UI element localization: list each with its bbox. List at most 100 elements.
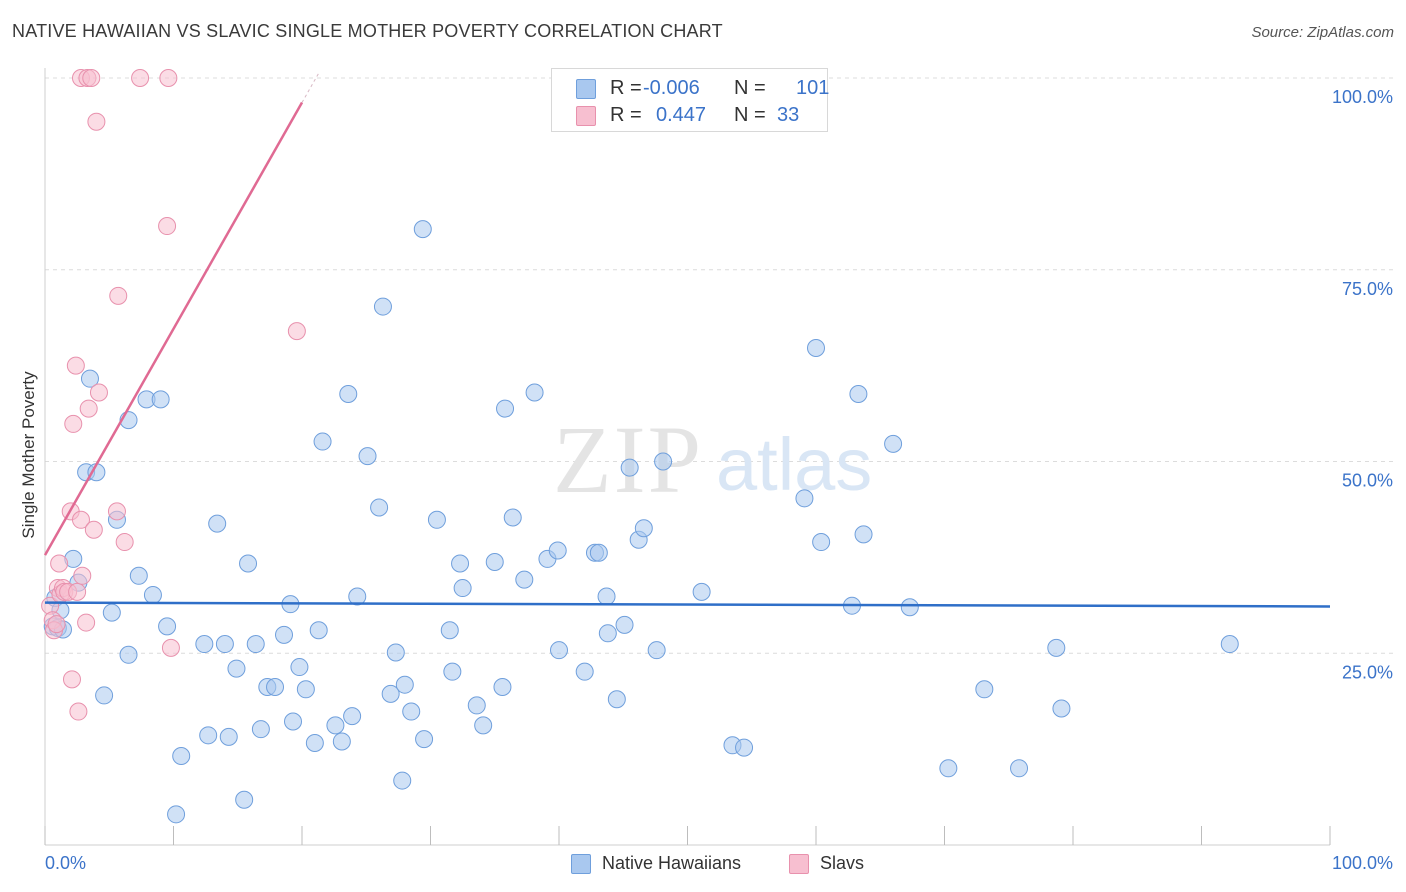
- data-point-native-hawaiian: [525, 383, 544, 402]
- data-point-native-hawaiian: [812, 533, 831, 552]
- data-point-slav: [159, 69, 178, 87]
- data-point-native-hawaiian: [151, 390, 170, 409]
- data-point-native-hawaiian: [102, 603, 121, 622]
- x-tick-label: 100.0%: [1332, 853, 1393, 873]
- data-point-native-hawaiian: [95, 686, 114, 705]
- legend-r-value: -0.006: [643, 77, 700, 99]
- correlation-legend: R = -0.006 N = 101 R = 0.447 N = 33: [551, 68, 830, 132]
- data-point-native-hawaiian: [443, 662, 462, 681]
- data-point-native-hawaiian: [1010, 759, 1029, 778]
- data-point-native-hawaiian: [735, 738, 754, 757]
- data-point-native-hawaiian: [195, 635, 214, 654]
- data-point-native-hawaiian: [453, 579, 472, 598]
- data-point-native-hawaiian: [485, 552, 504, 571]
- data-point-slav: [77, 613, 96, 632]
- data-point-slav: [62, 670, 81, 689]
- data-point-native-hawaiian: [370, 498, 389, 517]
- data-point-native-hawaiian: [343, 707, 362, 726]
- y-tick-label: 25.0%: [1342, 662, 1393, 682]
- data-point-native-hawaiian: [598, 624, 617, 643]
- bottom-legend-swatch-pink: [789, 854, 809, 874]
- watermark-atlas: atlas: [716, 423, 872, 506]
- data-point-native-hawaiian: [620, 458, 639, 477]
- y-tick-label: 100.0%: [1332, 87, 1393, 107]
- data-point-native-hawaiian: [80, 369, 99, 388]
- data-point-native-hawaiian: [235, 790, 254, 809]
- data-point-native-hawaiian: [373, 297, 392, 316]
- data-point-slav: [79, 399, 98, 418]
- data-point-slav: [84, 520, 103, 539]
- data-point-native-hawaiian: [654, 452, 673, 471]
- data-point-native-hawaiian: [692, 582, 711, 601]
- y-tick-label: 75.0%: [1342, 279, 1393, 299]
- data-point-native-hawaiian: [647, 641, 666, 660]
- data-point-native-hawaiian: [493, 677, 512, 696]
- legend-n-label: N =: [734, 104, 766, 126]
- data-point-native-hawaiian: [348, 587, 367, 606]
- data-point-native-hawaiian: [332, 732, 351, 751]
- data-point-native-hawaiian: [1220, 635, 1239, 654]
- data-point-native-hawaiian: [548, 541, 567, 560]
- data-point-native-hawaiian: [326, 716, 345, 735]
- bottom-legend-label: Slavs: [820, 853, 865, 873]
- data-point-native-hawaiian: [172, 747, 191, 766]
- data-point-slav: [115, 533, 134, 552]
- data-point-slav: [82, 69, 101, 87]
- y-axis-label: Single Mother Poverty: [19, 371, 38, 539]
- data-point-native-hawaiian: [358, 447, 377, 466]
- data-point-native-hawaiian: [849, 385, 868, 404]
- data-point-native-hawaiian: [515, 570, 534, 589]
- data-point-slav: [68, 582, 87, 601]
- data-point-native-hawaiian: [227, 659, 246, 678]
- axes-layer: [44, 68, 1331, 846]
- bottom-legend-label: Native Hawaiians: [602, 853, 742, 873]
- data-point-native-hawaiian: [607, 690, 626, 709]
- data-point-native-hawaiian: [239, 554, 258, 573]
- data-point-slav: [287, 322, 306, 341]
- data-point-slav: [161, 638, 180, 657]
- data-point-native-hawaiian: [381, 684, 400, 703]
- data-point-native-hawaiian: [975, 680, 994, 699]
- data-point-native-hawaiian: [119, 645, 138, 664]
- data-point-native-hawaiian: [900, 598, 919, 617]
- source-label: Source: ZipAtlas.com: [1251, 24, 1394, 41]
- data-point-slav: [73, 566, 92, 585]
- data-point-native-hawaiian: [589, 543, 608, 562]
- data-point-native-hawaiian: [807, 338, 825, 357]
- trend-lines: [43, 72, 1331, 608]
- data-point-native-hawaiian: [939, 759, 958, 778]
- data-point-slav: [107, 502, 126, 521]
- data-point-native-hawaiian: [496, 399, 515, 418]
- data-point-native-hawaiian: [1047, 638, 1066, 657]
- data-point-slav: [69, 702, 88, 721]
- data-point-native-hawaiian: [296, 680, 315, 699]
- data-point-native-hawaiian: [167, 805, 186, 824]
- watermark: ZIP atlas: [553, 406, 872, 513]
- data-point-native-hawaiian: [440, 621, 459, 640]
- data-point-native-hawaiian: [266, 677, 285, 696]
- data-point-native-hawaiian: [467, 696, 486, 715]
- legend-swatch-pink: [576, 106, 596, 126]
- data-point-native-hawaiian: [634, 519, 653, 538]
- data-point-slav: [71, 510, 90, 529]
- bottom-legend-swatch-blue: [571, 854, 591, 874]
- data-point-native-hawaiian: [795, 489, 814, 508]
- data-point-native-hawaiian: [393, 771, 412, 790]
- trend-line-slavs: [43, 101, 304, 556]
- data-point-native-hawaiian: [575, 662, 594, 681]
- x-tick-label: 0.0%: [45, 853, 86, 873]
- data-point-native-hawaiian: [143, 585, 162, 604]
- data-point-native-hawaiian: [550, 641, 568, 660]
- data-point-slav: [131, 69, 150, 87]
- data-point-native-hawaiian: [395, 675, 414, 694]
- data-point-native-hawaiian: [305, 733, 324, 752]
- data-point-slav: [87, 112, 106, 131]
- data-point-slav: [89, 383, 108, 402]
- data-point-slav: [66, 356, 85, 375]
- legend-r-value: 0.447: [656, 104, 707, 126]
- legend-n-value: 101: [796, 77, 830, 99]
- data-point-native-hawaiian: [615, 615, 634, 634]
- legend-n-label: N =: [734, 77, 766, 99]
- data-point-native-hawaiian: [158, 617, 177, 636]
